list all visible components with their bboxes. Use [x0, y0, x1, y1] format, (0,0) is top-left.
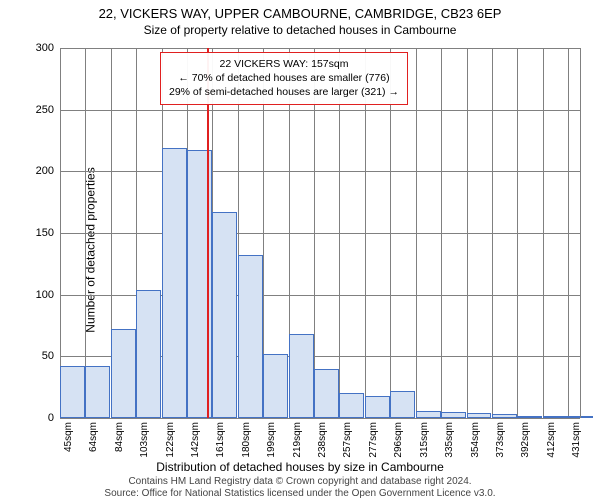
x-tick-label: 335sqm — [444, 422, 455, 458]
chart-footer: Contains HM Land Registry data © Crown c… — [0, 476, 600, 500]
gridline-v — [467, 48, 468, 418]
x-tick-label: 142sqm — [190, 422, 201, 458]
histogram-bar — [263, 354, 288, 418]
chart-title: 22, VICKERS WAY, UPPER CAMBOURNE, CAMBRI… — [0, 0, 600, 21]
y-tick-label: 300 — [36, 42, 54, 54]
histogram-bar — [492, 414, 517, 418]
x-tick-label: 84sqm — [114, 422, 125, 452]
gridline-v — [580, 48, 581, 418]
y-tick-label: 50 — [42, 350, 54, 362]
y-tick-label: 250 — [36, 104, 54, 116]
x-tick-label: 122sqm — [165, 422, 176, 458]
x-tick-label: 412sqm — [546, 422, 557, 458]
x-tick-label: 45sqm — [63, 422, 74, 452]
histogram-bar — [289, 334, 314, 418]
gridline-v — [441, 48, 442, 418]
histogram-bar — [314, 369, 339, 418]
x-tick-label: 219sqm — [292, 422, 303, 458]
x-tick-label: 103sqm — [139, 422, 150, 458]
x-tick-label: 161sqm — [215, 422, 226, 458]
x-tick-label: 180sqm — [241, 422, 252, 458]
x-tick-label: 431sqm — [571, 422, 582, 458]
chart-container: 22, VICKERS WAY, UPPER CAMBOURNE, CAMBRI… — [0, 0, 600, 500]
x-tick-label: 373sqm — [495, 422, 506, 458]
x-tick-label: 277sqm — [368, 422, 379, 458]
x-tick-label: 354sqm — [470, 422, 481, 458]
annotation-line-3: 29% of semi-detached houses are larger (… — [169, 85, 399, 99]
annotation-line-1: 22 VICKERS WAY: 157sqm — [169, 57, 399, 71]
gridline-h — [60, 233, 580, 234]
gridline-v — [568, 48, 569, 418]
chart-subtitle: Size of property relative to detached ho… — [0, 21, 600, 37]
y-tick-label: 150 — [36, 227, 54, 239]
histogram-bar — [339, 393, 364, 418]
histogram-bar — [212, 212, 237, 418]
annotation-box: 22 VICKERS WAY: 157sqm ← 70% of detached… — [160, 52, 408, 105]
gridline-h — [60, 171, 580, 172]
y-tick-label: 0 — [48, 412, 54, 424]
histogram-bar — [517, 416, 542, 418]
histogram-bar — [111, 329, 136, 418]
x-tick-label: 238sqm — [317, 422, 328, 458]
histogram-bar — [136, 290, 161, 418]
footer-line: Source: Office for National Statistics l… — [0, 488, 600, 500]
x-tick-label: 315sqm — [419, 422, 430, 458]
histogram-bar — [543, 416, 568, 418]
x-tick-label: 257sqm — [342, 422, 353, 458]
gridline-v — [517, 48, 518, 418]
histogram-bar — [365, 396, 390, 418]
gridline-v — [543, 48, 544, 418]
histogram-bar — [441, 412, 466, 418]
histogram-bar — [238, 255, 263, 418]
gridline-v — [492, 48, 493, 418]
histogram-bar — [467, 413, 492, 418]
footer-line: Contains HM Land Registry data © Crown c… — [0, 476, 600, 488]
plot-area: 22 VICKERS WAY: 157sqm ← 70% of detached… — [60, 48, 580, 418]
gridline-v — [416, 48, 417, 418]
x-tick-label: 64sqm — [88, 422, 99, 452]
gridline-v — [60, 48, 61, 418]
x-tick-label: 199sqm — [266, 422, 277, 458]
histogram-bar — [162, 148, 187, 418]
x-tick-label: 296sqm — [393, 422, 404, 458]
y-tick-label: 100 — [36, 289, 54, 301]
x-axis-label: Distribution of detached houses by size … — [0, 460, 600, 474]
y-tick-label: 200 — [36, 165, 54, 177]
gridline-h — [60, 110, 580, 111]
annotation-line-2: ← 70% of detached houses are smaller (77… — [169, 71, 399, 85]
histogram-bar — [85, 366, 110, 418]
histogram-bar — [390, 391, 415, 418]
histogram-bar — [416, 411, 441, 418]
histogram-bar — [60, 366, 85, 418]
gridline-h — [60, 418, 580, 419]
gridline-h — [60, 48, 580, 49]
x-tick-label: 392sqm — [520, 422, 531, 458]
gridline-v — [85, 48, 86, 418]
